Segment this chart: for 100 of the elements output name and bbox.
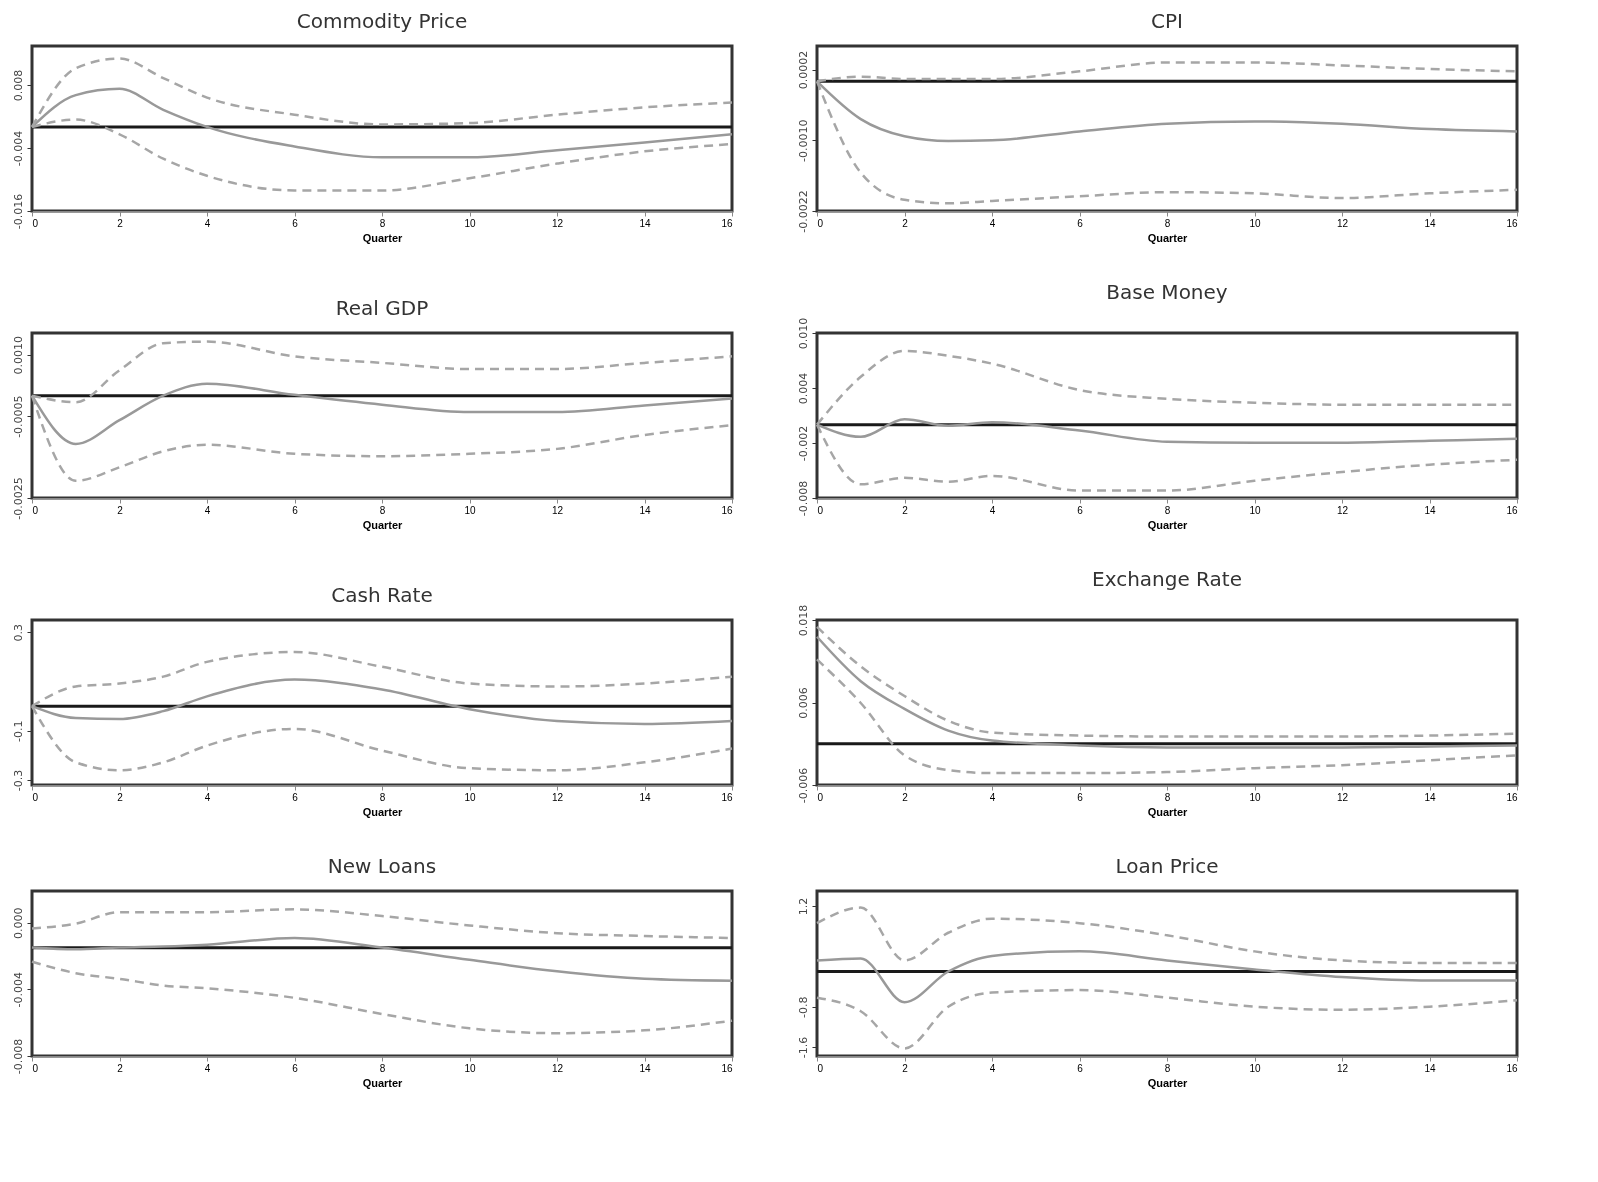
x-tick-label: 14: [639, 217, 651, 229]
x-tick-label: 16: [1506, 791, 1518, 803]
line-series: [815, 635, 1519, 749]
x-tick-label: 4: [204, 504, 211, 516]
x-tick-label: 10: [464, 791, 476, 803]
y-tick-label: -0.1: [11, 720, 25, 743]
chart-title: Commodity Price: [296, 9, 468, 33]
x-tick-label: 8: [379, 1062, 386, 1074]
x-tick-label: 4: [989, 504, 996, 516]
y-tick-label: 0.0010: [11, 335, 25, 375]
line-series: [30, 936, 734, 983]
x-tick-label: 12: [551, 217, 564, 229]
y-tick-label: -0.0025: [11, 477, 25, 520]
x-tick-label: 0: [32, 504, 39, 516]
x-tick-label: 2: [902, 1062, 909, 1074]
x-tick-label: 12: [1336, 504, 1349, 516]
x-tick-label: 8: [379, 791, 386, 803]
x-tick-label: 6: [292, 217, 299, 229]
x-tick-label: 6: [292, 1062, 299, 1074]
line-series: [815, 906, 1519, 965]
x-tick-label: 16: [721, 504, 733, 516]
x-axis-title: Quarter: [362, 1076, 404, 1089]
y-tick-label: -0.0010: [796, 119, 810, 163]
x-tick-label: 8: [1164, 504, 1171, 516]
x-tick-label: 12: [551, 791, 564, 803]
y-tick-label: 1.2: [796, 897, 810, 916]
x-tick-label: 10: [464, 1062, 476, 1074]
x-tick-label: 2: [117, 217, 124, 229]
line-series: [815, 950, 1519, 1004]
y-tick-label: -0.0005: [11, 395, 25, 438]
chart-title: Loan Price: [1115, 854, 1219, 878]
y-tick-label: -1.6: [796, 1036, 810, 1059]
y-tick-label: -0.0022: [796, 190, 810, 233]
x-tick-label: 16: [721, 791, 733, 803]
line-series: [815, 988, 1519, 1050]
x-tick-label: 12: [551, 1062, 564, 1074]
chart-title: New Loans: [327, 854, 437, 878]
y-tick-label: -0.8: [796, 996, 810, 1018]
x-tick-label: 10: [1249, 217, 1261, 229]
x-tick-label: 6: [1077, 1062, 1084, 1074]
x-tick-label: 10: [1249, 504, 1261, 516]
x-tick-label: 14: [639, 1062, 651, 1074]
y-tick-label: -0.004: [11, 130, 25, 167]
y-tick-label: 0.0002: [796, 50, 810, 90]
x-tick-label: 14: [1424, 791, 1436, 803]
y-tick-label: 0.018: [796, 604, 810, 637]
chart-title: Exchange Rate: [1092, 567, 1242, 592]
x-tick-label: 6: [1077, 217, 1084, 229]
y-tick-label: 0.008: [11, 69, 25, 102]
chart-title: Real GDP: [335, 296, 429, 320]
x-tick-label: 4: [989, 791, 996, 803]
x-tick-label: 4: [989, 217, 996, 229]
y-tick-label: 0.000: [11, 907, 25, 939]
y-tick-label: 0.3: [11, 624, 25, 642]
x-tick-label: 0: [817, 504, 824, 516]
x-tick-label: 10: [464, 504, 476, 516]
x-tick-label: 0: [32, 1062, 39, 1074]
x-axis-title: Quarter: [1147, 805, 1189, 818]
x-tick-label: 12: [1336, 791, 1349, 803]
x-tick-label: 6: [292, 791, 299, 803]
x-tick-label: 0: [817, 1062, 824, 1074]
y-tick-label: -0.004: [11, 972, 25, 1008]
x-tick-label: 8: [379, 504, 386, 516]
y-tick-label: -0.002: [796, 425, 810, 462]
y-tick-label: 0.006: [796, 687, 810, 719]
x-tick-label: 6: [1077, 504, 1084, 516]
x-tick-label: 14: [1424, 1062, 1436, 1074]
x-tick-label: 12: [551, 504, 564, 516]
x-tick-label: 4: [204, 217, 211, 229]
x-tick-label: 2: [902, 791, 909, 803]
y-tick-label: -0.006: [796, 767, 810, 804]
x-tick-label: 0: [817, 791, 824, 803]
x-tick-label: 0: [32, 217, 39, 229]
x-tick-label: 4: [989, 1062, 996, 1074]
x-tick-label: 6: [1077, 791, 1084, 803]
chart-title: Cash Rate: [331, 583, 433, 607]
x-tick-label: 2: [117, 791, 124, 803]
x-axis-title: Quarter: [1147, 231, 1189, 244]
x-tick-label: 0: [817, 217, 824, 229]
x-tick-label: 2: [902, 504, 909, 516]
y-tick-label: -0.3: [11, 769, 25, 792]
y-tick-label: 0.004: [796, 372, 810, 405]
x-axis-title: Quarter: [362, 231, 404, 244]
x-axis-title: Quarter: [362, 518, 404, 531]
x-tick-label: 8: [1164, 217, 1171, 229]
x-tick-label: 2: [117, 504, 124, 516]
x-tick-label: 2: [902, 217, 909, 229]
x-tick-label: 6: [292, 504, 299, 516]
x-tick-label: 12: [1336, 1062, 1349, 1074]
x-tick-label: 16: [1506, 217, 1518, 229]
chart-title: CPI: [1151, 9, 1183, 33]
x-tick-label: 16: [721, 1062, 733, 1074]
x-tick-label: 2: [117, 1062, 124, 1074]
x-axis-title: Quarter: [362, 805, 404, 818]
x-tick-label: 8: [1164, 1062, 1171, 1074]
x-tick-label: 4: [204, 791, 211, 803]
y-tick-label: -0.008: [796, 480, 810, 517]
x-tick-label: 8: [1164, 791, 1171, 803]
x-tick-label: 8: [379, 217, 386, 229]
x-tick-label: 10: [464, 217, 476, 229]
